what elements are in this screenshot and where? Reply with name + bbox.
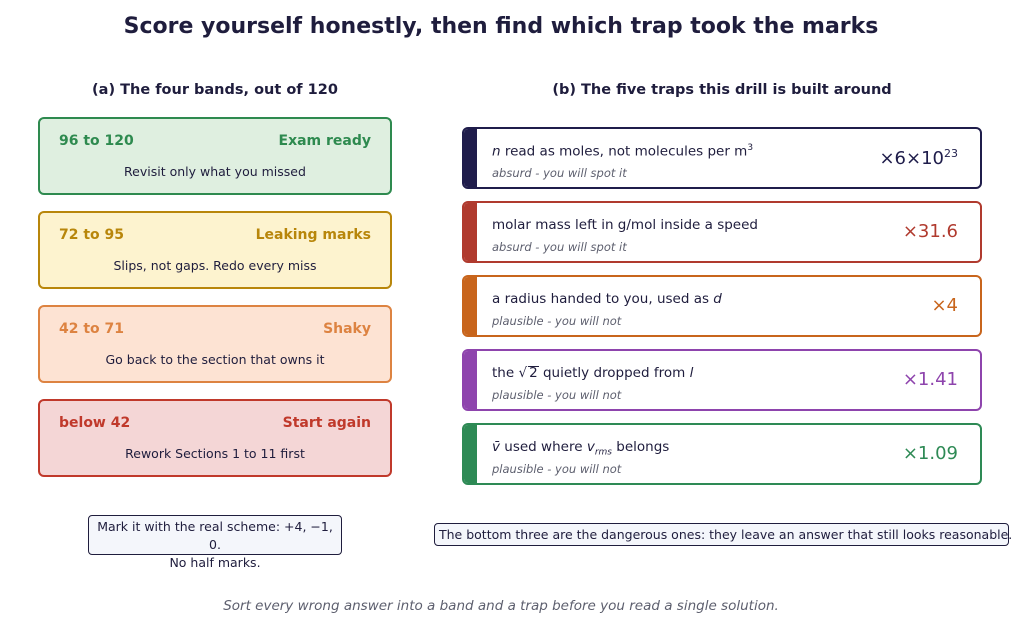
trap-color-bar [464, 351, 477, 409]
trap-factor: ×1.41 [902, 369, 958, 390]
trap-verdict: plausible - you will not [492, 388, 622, 402]
band-label: Leaking marks [255, 227, 371, 243]
trap-verdict: absurd - you will spot it [492, 240, 627, 254]
trap-description: v̄ used where vrms belongs [492, 439, 670, 458]
band-range: 96 to 120 [59, 133, 134, 149]
trap-factor: ×31.6 [902, 221, 958, 242]
trap-root-two: the √ 2 quietly dropped from l plausible … [462, 349, 982, 411]
trap-verdict: absurd - you will spot it [492, 166, 627, 180]
band-advice: Slips, not gaps. Redo every miss [113, 258, 317, 273]
trap-color-bar [464, 277, 477, 335]
band-label: Start again [282, 415, 371, 431]
band-range: 42 to 71 [59, 321, 125, 337]
trap-vrms: v̄ used where vrms belongs plausible - y… [462, 423, 982, 485]
traps-heading: (b) The five traps this drill is built a… [552, 82, 892, 98]
band-advice: Revisit only what you missed [124, 164, 306, 179]
trap-description: molar mass left in g/mol inside a speed [492, 217, 758, 233]
scoring-note-line1: Mark it with the real scheme: +4, −1, 0. [97, 519, 333, 552]
scoring-note: Mark it with the real scheme: +4, −1, 0.… [88, 515, 342, 570]
trap-moles: n read as moles, not molecules per m3 ab… [462, 127, 982, 189]
trap-molar-mass: molar mass left in g/mol inside a speed … [462, 201, 982, 263]
footer-instruction: Sort every wrong answer into a band and … [223, 598, 779, 614]
trap-color-bar [464, 203, 477, 261]
band-advice: Rework Sections 1 to 11 first [125, 446, 305, 461]
sqrt-icon: √ [518, 365, 528, 381]
scoring-note-line2: No half marks. [169, 555, 261, 570]
trap-color-bar [464, 129, 477, 187]
trap-factor: ×6×1023 [879, 147, 958, 169]
danger-note: The bottom three are the dangerous ones:… [434, 523, 1012, 546]
trap-factor: ×1.09 [902, 443, 958, 464]
trap-verdict: plausible - you will not [492, 462, 622, 476]
band-leaking-marks: 72 to 95 Leaking marks Slips, not gaps. … [38, 211, 392, 289]
trap-description: n read as moles, not molecules per m3 [492, 143, 754, 160]
band-advice: Go back to the section that owns it [105, 352, 325, 367]
trap-verdict: plausible - you will not [492, 314, 622, 328]
trap-radius: a radius handed to you, used as d plausi… [462, 275, 982, 337]
band-start-again: below 42 Start again Rework Sections 1 t… [38, 399, 392, 477]
band-shaky: 42 to 71 Shaky Go back to the section th… [38, 305, 392, 383]
band-range: 72 to 95 [59, 227, 125, 243]
bands-heading: (a) The four bands, out of 120 [92, 82, 338, 98]
band-label: Exam ready [278, 133, 372, 149]
band-exam-ready: 96 to 120 Exam ready Revisit only what y… [38, 117, 392, 195]
trap-factor: ×4 [931, 295, 958, 316]
trap-description: a radius handed to you, used as d [492, 291, 722, 307]
band-label: Shaky [323, 321, 371, 337]
page-title: Score yourself honestly, then find which… [123, 14, 879, 39]
trap-color-bar [464, 425, 477, 483]
trap-description: the √ 2 quietly dropped from l [492, 365, 694, 381]
band-range: below 42 [59, 415, 131, 431]
